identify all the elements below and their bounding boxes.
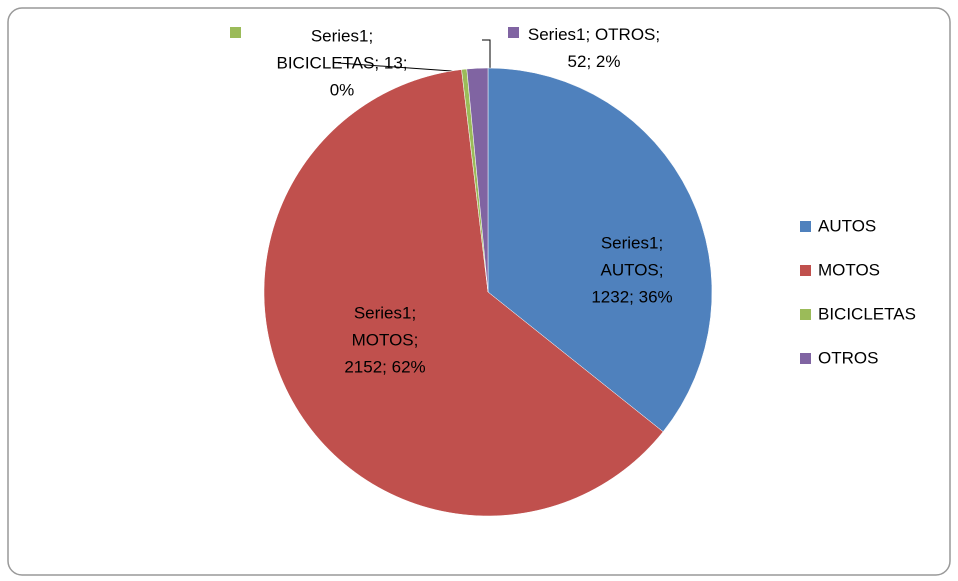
pie-slice <box>487 67 713 433</box>
data-label: Series1; BICICLETAS; 13; 0% <box>276 26 408 100</box>
label-key <box>230 27 241 38</box>
legend-label: OTROS <box>818 348 878 367</box>
legend-key <box>800 221 811 232</box>
data-label: Series1; MOTOS; 2152; 62% <box>344 303 426 377</box>
label-key <box>508 27 519 38</box>
legend-label: BICICLETAS <box>818 304 916 323</box>
data-label: Series1; OTROS; 52; 2% <box>527 25 661 71</box>
legend-label: MOTOS <box>818 260 880 279</box>
legend-key <box>800 265 811 276</box>
data-label: Series1; AUTOS; 1232; 36% <box>591 233 673 307</box>
leader-line <box>337 62 467 73</box>
pie-slice <box>263 69 664 517</box>
legend-key <box>800 353 811 364</box>
legend-key <box>800 309 811 320</box>
leader-line <box>482 39 491 70</box>
pie-slice <box>466 67 489 293</box>
legend-label: AUTOS <box>818 216 876 235</box>
